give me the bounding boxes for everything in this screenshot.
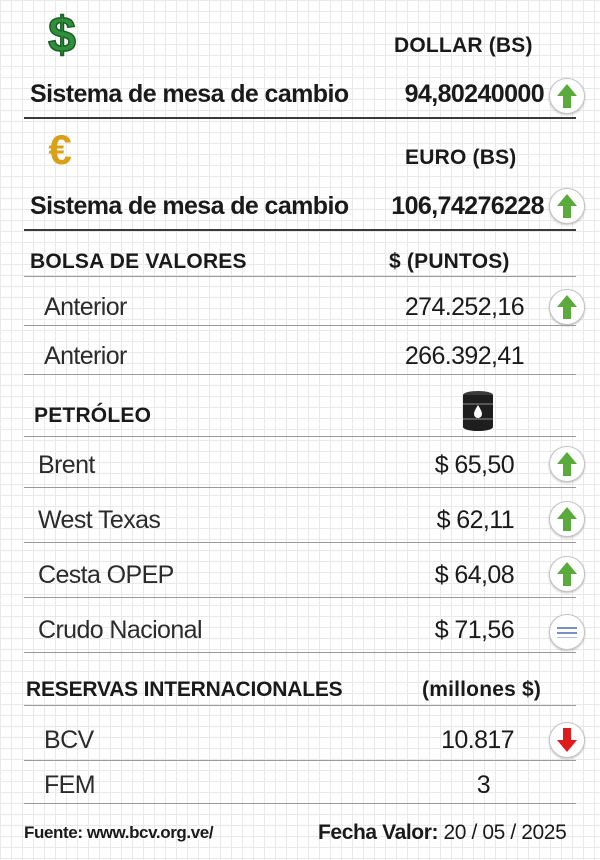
- footer-date: Fecha Valor: 20 / 05 / 2025: [318, 821, 567, 845]
- footer-source: Fuente: www.bcv.org.ve/: [24, 823, 214, 842]
- dollar-header: DOLLAR (BS): [394, 34, 533, 57]
- svg-text:$: $: [48, 8, 76, 60]
- euro-row-label: Sistema de mesa de cambio: [30, 192, 349, 220]
- arrow-up-icon: [549, 188, 585, 224]
- petroleo-row-label: Brent: [38, 451, 95, 479]
- petroleo-row-value: $ 64,08: [434, 561, 515, 589]
- reservas-header: RESERVAS INTERNACIONALES: [26, 678, 343, 701]
- row-separator: [24, 374, 576, 375]
- bolsa-row-label: Anterior: [44, 342, 127, 370]
- dollar-row-label: Sistema de mesa de cambio: [30, 80, 349, 108]
- petroleo-row-label: Crudo Nacional: [38, 616, 203, 644]
- row-separator: [24, 597, 576, 598]
- arrow-up-icon: [549, 446, 585, 482]
- petroleo-header-separator: [24, 436, 576, 437]
- bolsa-row-label: Anterior: [44, 293, 127, 321]
- petroleo-header: PETRÓLEO: [34, 404, 152, 427]
- arrow-up-icon: [549, 501, 585, 537]
- petroleo-row-value: $ 65,50: [434, 451, 515, 479]
- petroleo-row-label: West Texas: [38, 506, 161, 534]
- row-separator: [24, 803, 576, 804]
- reservas-row-label: BCV: [44, 726, 94, 754]
- euro-row-value: 106,74276228: [391, 192, 544, 220]
- row-separator: [24, 652, 576, 653]
- row-separator: [24, 542, 576, 543]
- reservas-row-value: 10.817: [441, 726, 514, 754]
- svg-text:€: €: [48, 126, 71, 170]
- bolsa-unit: $ (PUNTOS): [389, 250, 510, 273]
- reservas-row-label: FEM: [44, 771, 96, 799]
- euro-symbol-icon: €: [42, 126, 82, 175]
- row-separator: [24, 760, 576, 761]
- bolsa-row-value: 274.252,16: [404, 293, 525, 321]
- bolsa-header: BOLSA DE VALORES: [30, 250, 247, 273]
- dollar-symbol-icon: $: [42, 6, 82, 65]
- arrow-up-icon: [549, 78, 585, 114]
- oil-barrel-icon: [460, 390, 496, 437]
- arrow-up-icon: [549, 556, 585, 592]
- euro-header: EURO (BS): [405, 146, 517, 169]
- petroleo-row-value: $ 71,56: [434, 616, 515, 644]
- petroleo-row-value: $ 62,11: [436, 506, 515, 534]
- bolsa-row-value: 266.392,41: [404, 342, 525, 370]
- euro-separator: [24, 229, 576, 231]
- dollar-row-value: 94,80240000: [404, 80, 545, 108]
- row-separator: [24, 325, 576, 326]
- dollar-separator: [24, 117, 576, 119]
- reservas-header-separator: [24, 705, 576, 706]
- reservas-unit: (millones $): [422, 678, 542, 701]
- reservas-row-value: 3: [476, 771, 491, 799]
- petroleo-row-label: Cesta OPEP: [38, 561, 174, 589]
- footer-date-label: Fecha Valor:: [318, 821, 439, 844]
- footer-date-value: 20 / 05 / 2025: [438, 821, 567, 844]
- arrow-up-icon: [549, 289, 585, 325]
- bolsa-header-separator: [24, 276, 576, 277]
- equal-icon: [549, 614, 585, 650]
- arrow-down-icon: [549, 722, 585, 758]
- row-separator: [24, 487, 576, 488]
